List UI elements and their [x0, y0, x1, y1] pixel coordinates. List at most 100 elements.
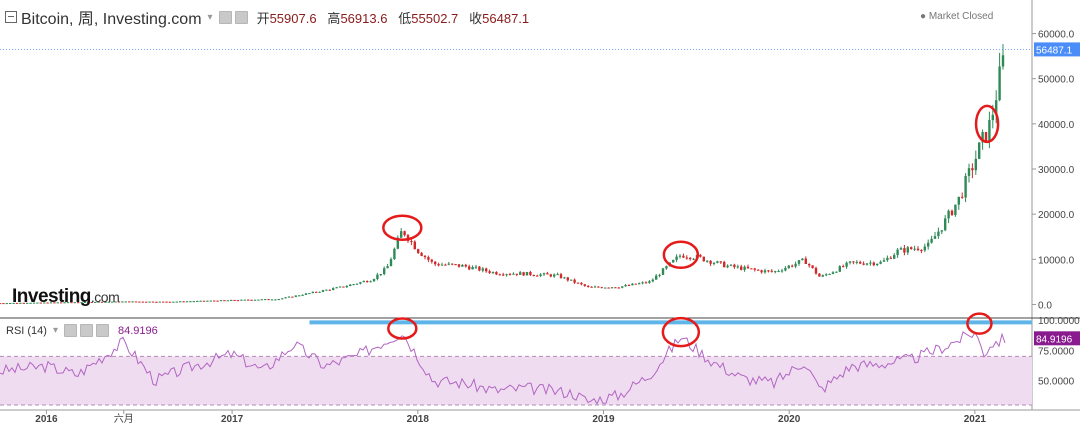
candle-body — [906, 247, 909, 253]
low-value: 55502.7 — [411, 10, 459, 26]
candle-body — [923, 246, 926, 251]
candle-body — [712, 262, 716, 264]
candle-body — [546, 273, 549, 275]
candle-body — [702, 256, 705, 262]
candle-body — [284, 297, 287, 299]
candle-body — [859, 261, 862, 264]
candle-body — [236, 300, 240, 302]
settings-icon[interactable] — [218, 10, 232, 24]
candle-body — [162, 301, 165, 303]
candle-body — [155, 301, 158, 303]
chevron-down-icon[interactable]: ▾ — [207, 11, 213, 23]
candle-body — [349, 284, 352, 287]
candle-body — [413, 241, 416, 250]
y-tick-label: 30000.0 — [1038, 165, 1075, 176]
candle-body — [437, 264, 440, 266]
investing-logo: Investing.com — [12, 286, 120, 307]
candle-body — [478, 266, 481, 271]
candle-body — [525, 271, 529, 276]
candle-body — [498, 274, 501, 276]
candle-body — [2, 303, 5, 305]
candle-body — [876, 263, 879, 266]
rsi-value-label: 84.9196 — [1036, 334, 1073, 345]
candle-body — [294, 295, 297, 297]
candle-body — [138, 301, 141, 303]
candle-body — [604, 287, 607, 289]
candle-body — [124, 301, 127, 303]
candle-body — [512, 273, 515, 275]
candle-body — [597, 286, 600, 288]
candle-body — [753, 268, 756, 270]
candle-body — [845, 262, 848, 267]
candle-body — [617, 287, 620, 289]
chevron-down-icon[interactable]: ▾ — [52, 325, 58, 336]
candle-body — [910, 247, 913, 250]
candle-body — [107, 301, 110, 303]
candle-body — [590, 286, 593, 288]
high-value: 56913.6 — [340, 10, 388, 26]
candle-body — [386, 266, 389, 269]
candle-body — [937, 231, 940, 237]
collapse-icon[interactable] — [5, 11, 17, 23]
candle-body — [250, 299, 253, 301]
candle-body — [19, 302, 22, 304]
chart-title: Bitcoin, 周, Investing.com — [21, 11, 202, 28]
candle-body — [430, 259, 433, 262]
candle-body — [291, 296, 294, 298]
candle-body — [440, 264, 444, 266]
candle-body — [53, 302, 56, 304]
candle-body — [355, 283, 359, 285]
candle-body — [981, 131, 984, 143]
candle-body — [172, 301, 175, 303]
candle-body — [359, 282, 362, 284]
y-tick-label: 50000.0 — [1038, 75, 1075, 86]
candle-body — [342, 286, 345, 288]
candle-body — [311, 291, 314, 294]
candle-body — [39, 302, 42, 304]
candle-body — [641, 282, 644, 284]
x-tick-label: 2016 — [35, 414, 58, 425]
x-tick-label: 2019 — [592, 414, 615, 425]
candle-body — [964, 175, 967, 198]
candle-body — [393, 248, 396, 260]
candle-body — [199, 300, 202, 302]
close-icon[interactable] — [96, 324, 109, 337]
candle-body — [260, 299, 263, 301]
candle-body — [216, 300, 219, 302]
candle-body — [97, 301, 100, 303]
candle-body — [848, 261, 852, 263]
candle-body — [233, 299, 236, 301]
candle-body — [736, 266, 739, 268]
candle-body — [257, 299, 260, 301]
toggle-icon[interactable] — [234, 10, 248, 24]
candle-body — [556, 274, 559, 276]
toggle-icon[interactable] — [80, 324, 93, 337]
candle-body — [658, 274, 661, 276]
candle-body — [243, 299, 246, 301]
candle-body — [709, 260, 712, 264]
candle-body — [451, 263, 454, 265]
candle-body — [988, 120, 991, 142]
rsi-tick-label: 100.0000 — [1038, 316, 1080, 327]
candle-body — [828, 273, 831, 275]
candle-body — [175, 301, 178, 303]
candle-body — [196, 300, 199, 302]
candle-body — [325, 289, 328, 291]
candle-body — [43, 302, 46, 304]
candle-body — [332, 288, 335, 290]
candle-body — [865, 263, 869, 265]
candle-body — [461, 264, 464, 267]
candle-body — [335, 287, 338, 289]
annotation-circle — [974, 104, 1000, 144]
candle-body — [651, 279, 654, 282]
candle-body — [189, 301, 192, 303]
candle-body — [308, 293, 311, 295]
settings-icon[interactable] — [64, 324, 77, 337]
candle-body — [495, 272, 498, 275]
candle-body — [56, 302, 59, 304]
candle-body — [750, 268, 753, 270]
last-price-tag — [1034, 42, 1080, 57]
candle-body — [984, 131, 988, 142]
rsi-value-tag — [1034, 331, 1080, 346]
